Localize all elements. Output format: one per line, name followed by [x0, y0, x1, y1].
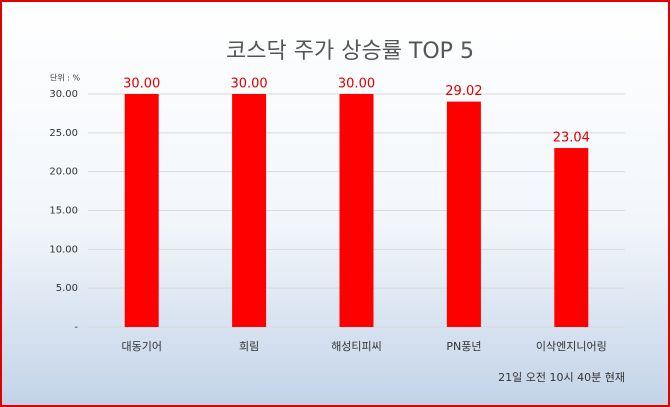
- value-label: 30.00: [230, 77, 267, 92]
- y-tick-label: 25.00: [49, 128, 78, 139]
- y-tick-label: 15.00: [49, 206, 78, 217]
- y-tick-label: 10.00: [49, 244, 78, 255]
- bar: [339, 94, 374, 327]
- x-tick-label: PN풍년: [446, 340, 481, 353]
- value-label: 23.04: [553, 131, 590, 146]
- y-tick-label: -: [74, 322, 78, 333]
- x-tick-label: 이삭엔지니어링: [536, 340, 607, 353]
- bar: [124, 94, 159, 327]
- value-label: 29.02: [445, 84, 482, 99]
- chart-title: 코스닥 주가 상승률 TOP 5: [226, 39, 474, 64]
- x-tick-label: 해성티피씨: [331, 339, 382, 353]
- unit-label: 단위 : %: [50, 73, 81, 83]
- bar: [554, 148, 589, 327]
- y-tick-label: 5.00: [56, 283, 78, 294]
- bar: [446, 101, 481, 328]
- value-label: 30.00: [123, 77, 160, 92]
- value-label: 30.00: [338, 77, 375, 92]
- x-tick-label: 희림: [239, 340, 259, 353]
- x-tick-label: 대동기어: [121, 340, 161, 353]
- y-tick-label: 30.00: [49, 89, 78, 100]
- y-tick-label: 20.00: [49, 167, 78, 178]
- bar: [232, 94, 267, 327]
- footnote: 21일 오전 10시 40분 현재: [498, 370, 625, 384]
